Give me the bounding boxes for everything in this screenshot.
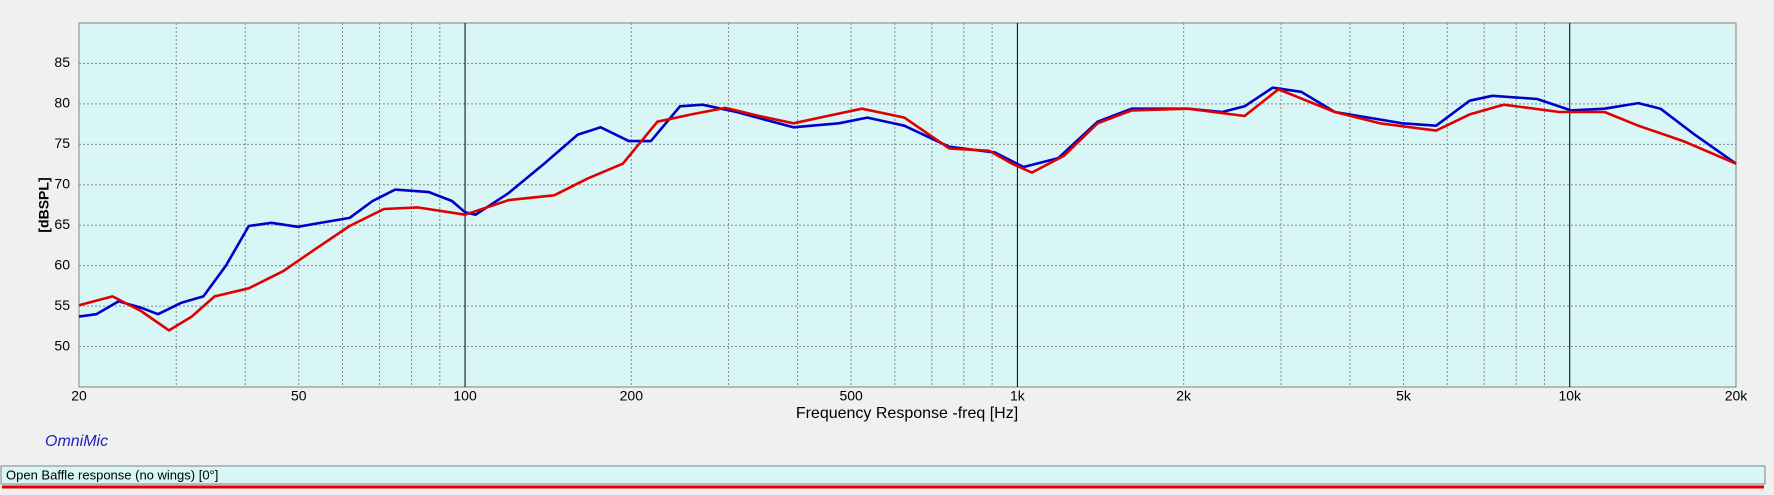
y-tick-label: 70: [54, 175, 70, 191]
x-tick-label: 5k: [1396, 388, 1412, 404]
y-tick-label: 65: [54, 216, 70, 232]
y-tick-label: 85: [54, 54, 70, 70]
x-tick-label: 1k: [1010, 388, 1026, 404]
x-tick-label: 20k: [1725, 388, 1749, 404]
y-tick-label: 75: [54, 135, 70, 151]
x-tick-label: 100: [453, 388, 477, 404]
x-tick-label: 10k: [1558, 388, 1582, 404]
x-tick-label: 20: [71, 388, 87, 404]
x-tick-label: 200: [620, 388, 644, 404]
y-tick-label: 60: [54, 256, 70, 272]
series-line: [78, 86, 1737, 318]
series-line: [78, 88, 1737, 332]
watermark: OmniMic: [45, 433, 108, 450]
x-tick-label: 2k: [1176, 388, 1192, 404]
status-text: Open Baffle response (no wings) [0°]: [6, 467, 218, 482]
x-tick-label: 500: [839, 388, 863, 404]
status-bar: [0, 465, 1766, 485]
y-axis-label: [dBSPL]: [36, 177, 52, 232]
y-tick-label: 80: [54, 95, 70, 111]
plot-area: [78, 22, 1737, 388]
x-tick-label: 50: [291, 388, 307, 404]
y-tick-label: 55: [54, 297, 70, 313]
y-tick-label: 50: [54, 337, 70, 353]
x-axis-label: Frequency Response -freq [Hz]: [796, 405, 1018, 422]
